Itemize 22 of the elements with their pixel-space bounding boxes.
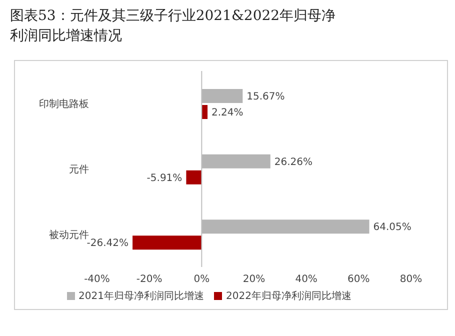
- y-tick-label: 被动元件: [49, 228, 89, 241]
- data-label: -26.42%: [86, 238, 129, 250]
- x-tick-label: 0%: [194, 274, 210, 286]
- chart-title: 图表53：元件及其三级子行业2021&2022年归母净利润同比增速情况: [10, 7, 337, 46]
- x-tick-label: -20%: [136, 274, 162, 286]
- data-label: 2.24%: [212, 108, 244, 118]
- x-tick-label: -40%: [84, 274, 110, 286]
- legend-label: 2021年归母净利润同比增速: [78, 291, 204, 302]
- x-tick-label: 60%: [348, 274, 370, 286]
- x-tick-label: 80%: [400, 274, 422, 286]
- data-label: 15.67%: [246, 92, 285, 102]
- data-label: -5.91%: [146, 172, 182, 184]
- y-tick-label: 元件: [69, 164, 89, 176]
- bar: [132, 236, 202, 250]
- bar: [202, 105, 208, 119]
- legend-label: 2022年归母净利润同比增速: [226, 291, 352, 302]
- data-label: 26.26%: [274, 156, 313, 168]
- x-tick-label: 40%: [295, 274, 318, 286]
- x-tick-label: 20%: [242, 274, 266, 286]
- data-label: 64.05%: [373, 222, 412, 234]
- bar: [186, 170, 202, 184]
- y-tick-label: 印制电路板: [39, 98, 89, 110]
